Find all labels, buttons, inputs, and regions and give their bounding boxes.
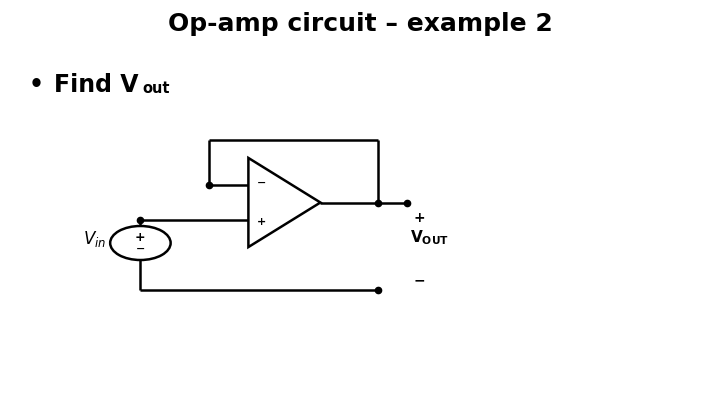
Text: +: + — [414, 211, 426, 225]
Text: Find V: Find V — [54, 73, 138, 97]
Text: −: − — [414, 273, 426, 288]
Text: +: + — [135, 230, 145, 243]
Text: $\mathit{V_{in}}$: $\mathit{V_{in}}$ — [84, 229, 107, 249]
Text: •: • — [29, 73, 44, 97]
Text: Op-amp circuit – example 2: Op-amp circuit – example 2 — [168, 12, 552, 36]
Text: $\mathbf{V_{OUT}}$: $\mathbf{V_{OUT}}$ — [410, 228, 449, 247]
Text: −: − — [257, 178, 266, 188]
Text: −: − — [135, 244, 145, 254]
Text: +: + — [257, 217, 266, 227]
Text: out: out — [143, 81, 170, 96]
